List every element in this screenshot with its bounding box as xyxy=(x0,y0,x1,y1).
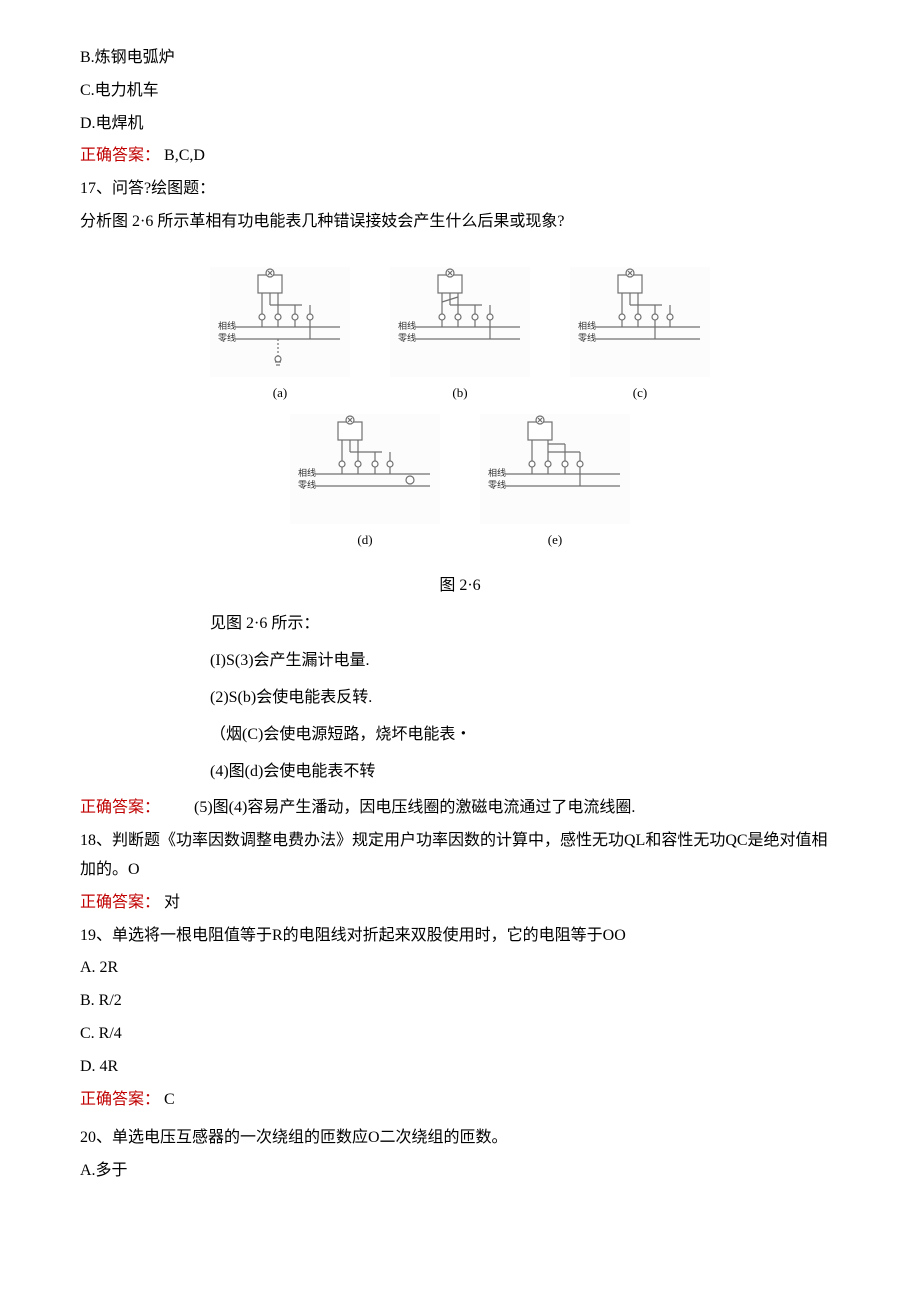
figure-row-1: 相线 零线 (a) xyxy=(210,267,710,404)
caption-e: (e) xyxy=(548,528,562,551)
answer-label: 正确答案： xyxy=(80,799,160,816)
ans-l2: (2)S(b)会使电能表反转. xyxy=(210,684,840,713)
figure-title: 图 2·6 xyxy=(80,572,840,601)
circuit-e: 相线 零线 (e) xyxy=(480,414,630,551)
caption-d: (d) xyxy=(357,528,372,551)
q19-b: B. R/2 xyxy=(80,987,840,1016)
svg-text:相线: 相线 xyxy=(398,320,416,331)
q20-text: 20、单选电压互感器的一次绕组的匝数应O二次绕组的匝数。 xyxy=(80,1124,840,1153)
circuit-b-svg: 相线 零线 xyxy=(390,267,530,377)
circuit-e-svg: 相线 零线 xyxy=(480,414,630,524)
ans-l5: (5)图(4)容易产生潘动，因电压线圈的激磁电流通过了电流线圈. xyxy=(194,799,635,816)
caption-a: (a) xyxy=(273,381,287,404)
svg-text:相线: 相线 xyxy=(298,467,316,478)
circuit-a: 相线 零线 (a) xyxy=(210,267,350,404)
circuit-a-svg: 相线 零线 xyxy=(210,267,350,377)
caption-b: (b) xyxy=(452,381,467,404)
option-b: B.炼钢电弧炉 xyxy=(80,44,840,73)
circuit-d-svg: 相线 零线 xyxy=(290,414,440,524)
svg-text:零线: 零线 xyxy=(398,332,416,343)
q18-text: 18、判断题《功率因数调整电费办法》规定用户功率因数的计算中，感性无功QL和容性… xyxy=(80,827,840,885)
answer-label: 正确答案： xyxy=(80,147,160,164)
figure-row-2: 相线 零线 (d) xyxy=(290,414,630,551)
q18-answer: 对 xyxy=(164,894,180,911)
q17-answer-line: 正确答案： (5)图(4)容易产生潘动，因电压线圈的激磁电流通过了电流线圈. xyxy=(80,794,840,823)
ans-l4: (4)图(d)会使电能表不转 xyxy=(210,758,840,787)
q19-text: 19、单选将一根电阻值等于R的电阻线对折起来双股使用时，它的电阻等于OO xyxy=(80,922,840,951)
option-c: C.电力机车 xyxy=(80,77,840,106)
q20-a: A.多于 xyxy=(80,1157,840,1186)
figure-2-6: 相线 零线 (a) xyxy=(80,267,840,562)
q18-answer-line: 正确答案： 对 xyxy=(80,889,840,918)
answer-explanation: 见图 2·6 所示： (I)S(3)会产生漏计电量. (2)S(b)会使电能表反… xyxy=(210,610,840,786)
circuit-b: 相线 零线 (b) xyxy=(390,267,530,404)
answer-label: 正确答案： xyxy=(80,894,160,911)
circuit-c-svg: 相线 零线 xyxy=(570,267,710,377)
circuit-c: 相线 零线 (c) xyxy=(570,267,710,404)
circuit-d: 相线 零线 (d) xyxy=(290,414,440,551)
svg-text:相线: 相线 xyxy=(578,320,596,331)
ans-l3: （烟(C)会使电源短路，烧坏电能表・ xyxy=(210,721,840,750)
q17-prompt: 分析图 2·6 所示革相有功电能表几种错误接妓会产生什么后果或现象? xyxy=(80,208,840,237)
neutral-label: 零线 xyxy=(218,332,236,343)
svg-text:零线: 零线 xyxy=(578,332,596,343)
svg-text:零线: 零线 xyxy=(488,479,506,490)
answer-label: 正确答案： xyxy=(80,1091,160,1108)
q19-d: D. 4R xyxy=(80,1053,840,1082)
ans-intro: 见图 2·6 所示： xyxy=(210,610,840,639)
q19-answer: C xyxy=(164,1091,175,1108)
svg-text:相线: 相线 xyxy=(488,467,506,478)
q16-answer-value: B,C,D xyxy=(164,147,205,164)
q19-answer-line: 正确答案： C xyxy=(80,1086,840,1115)
option-d: D.电焊机 xyxy=(80,110,840,139)
q16-answer-line: 正确答案： B,C,D xyxy=(80,142,840,171)
q19-c: C. R/4 xyxy=(80,1020,840,1049)
q19-a: A. 2R xyxy=(80,954,840,983)
ans-l1: (I)S(3)会产生漏计电量. xyxy=(210,647,840,676)
q17-header: 17、问答?绘图题： xyxy=(80,175,840,204)
phase-label: 相线 xyxy=(218,320,236,331)
caption-c: (c) xyxy=(633,381,647,404)
svg-text:零线: 零线 xyxy=(298,479,316,490)
